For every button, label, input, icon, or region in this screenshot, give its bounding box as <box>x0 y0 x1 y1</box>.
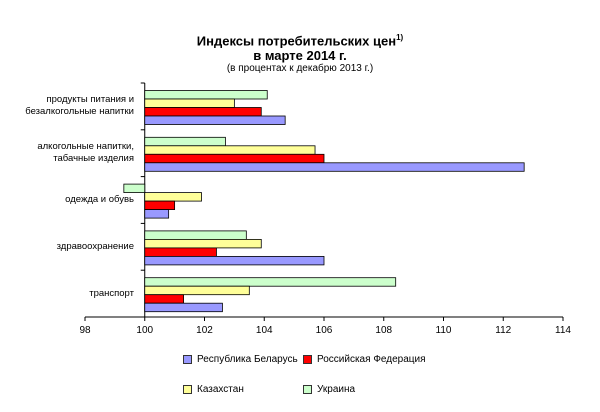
legend-swatch <box>303 385 312 394</box>
bar <box>144 98 235 108</box>
category-label: алкогольные напитки, табачные изделия <box>37 141 134 165</box>
bar <box>144 230 247 240</box>
category-label-line: безалкогольные напитки <box>25 106 134 118</box>
x-tick-label: 112 <box>495 325 511 336</box>
x-tick-label: 98 <box>79 325 91 336</box>
category-label-line: одежда и обувь <box>65 194 134 205</box>
legend-item: Украина <box>303 384 355 395</box>
chart-title-footnote: 1) <box>396 33 404 42</box>
bar <box>144 277 397 287</box>
bar <box>144 209 170 219</box>
chart-subtitle: (в процентах к декабрю 2013 г.) <box>226 63 374 74</box>
category-label: одежда и обувь <box>65 194 134 206</box>
x-tick-label: 100 <box>136 325 153 336</box>
category-label-line: транспорт <box>89 287 134 299</box>
legend-swatch <box>303 355 312 364</box>
legend-item: Республика Беларусь <box>183 354 298 365</box>
x-tick-label: 114 <box>555 325 571 336</box>
legend-label: Казахстан <box>197 384 244 395</box>
category-label-line: здравоохранение <box>56 240 134 252</box>
category-label: продукты питания и безалкогольные напитки <box>25 94 134 118</box>
bar <box>144 90 268 100</box>
bar <box>144 238 262 249</box>
legend-item: Казахстан <box>183 384 244 395</box>
legend-label: Российская Федерация <box>317 354 426 365</box>
x-tick-label: 104 <box>256 325 273 336</box>
bar <box>144 285 250 296</box>
chart-title: Индексы потребительских цен1) в марте 20… <box>0 30 600 63</box>
bar <box>123 183 146 194</box>
legend-swatch <box>183 385 192 394</box>
legend-label: Республика Беларусь <box>197 354 298 365</box>
chart-title-line2: в марте 2014 г. <box>253 48 347 64</box>
category-label: транспорт <box>89 288 134 300</box>
bar <box>144 302 223 313</box>
bar <box>144 162 525 172</box>
x-tick-label: 106 <box>316 325 333 336</box>
category-label-line: продукты питания и <box>46 94 135 106</box>
bar <box>144 200 176 211</box>
category-label-line: табачные изделия <box>53 153 134 165</box>
bar <box>144 247 217 257</box>
category-label-line: алкогольные напитки, <box>37 141 134 153</box>
bar <box>144 136 226 147</box>
x-tick-label: 102 <box>196 325 213 336</box>
legend-label: Украина <box>317 384 356 395</box>
x-tick-label: 108 <box>375 325 392 336</box>
bar <box>144 294 184 304</box>
chart-title-line1: Индексы потребительских цен <box>196 33 397 49</box>
bar <box>144 255 325 266</box>
bar <box>144 107 262 117</box>
bar <box>144 153 325 164</box>
x-tick-label: 110 <box>436 325 452 336</box>
legend-item: Российская Федерация <box>303 354 426 365</box>
legend-swatch <box>183 355 192 364</box>
bar <box>144 192 202 202</box>
bar <box>144 115 286 125</box>
bar <box>144 145 316 155</box>
category-label: здравоохранение <box>57 241 134 253</box>
